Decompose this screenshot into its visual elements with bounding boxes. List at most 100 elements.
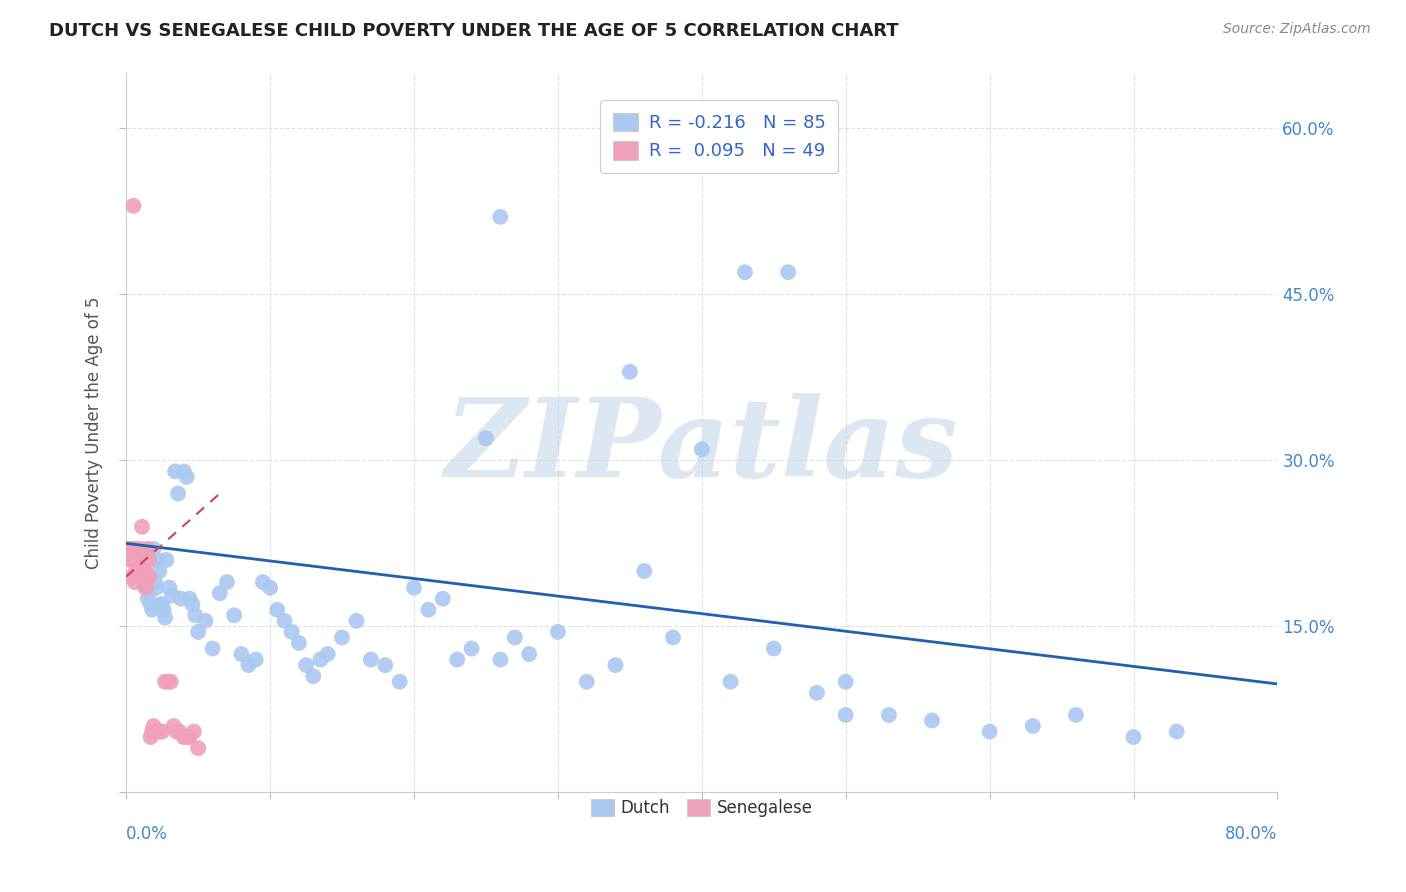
Point bbox=[475, 431, 498, 445]
Point bbox=[1122, 730, 1144, 744]
Point bbox=[547, 624, 569, 639]
Point bbox=[127, 548, 149, 562]
Point bbox=[118, 548, 141, 562]
Point bbox=[806, 686, 828, 700]
Text: 0.0%: 0.0% bbox=[127, 825, 169, 843]
Point bbox=[1064, 707, 1087, 722]
Point bbox=[173, 465, 195, 479]
Point bbox=[489, 652, 512, 666]
Point bbox=[149, 597, 172, 611]
Point bbox=[460, 641, 482, 656]
Point bbox=[134, 564, 156, 578]
Point bbox=[489, 210, 512, 224]
Point bbox=[155, 553, 177, 567]
Point bbox=[201, 641, 224, 656]
Point bbox=[245, 652, 267, 666]
Point bbox=[134, 575, 156, 590]
Point bbox=[138, 569, 160, 583]
Point bbox=[187, 741, 209, 756]
Point bbox=[316, 647, 339, 661]
Point bbox=[117, 541, 139, 556]
Point bbox=[388, 674, 411, 689]
Point bbox=[127, 553, 149, 567]
Point bbox=[238, 658, 260, 673]
Point bbox=[280, 624, 302, 639]
Point bbox=[132, 569, 155, 583]
Point bbox=[374, 658, 396, 673]
Point bbox=[432, 591, 454, 606]
Point bbox=[169, 724, 191, 739]
Point bbox=[720, 674, 742, 689]
Point bbox=[921, 714, 943, 728]
Point bbox=[170, 591, 193, 606]
Point bbox=[150, 724, 173, 739]
Point bbox=[145, 581, 167, 595]
Point bbox=[834, 707, 856, 722]
Point bbox=[148, 724, 170, 739]
Point bbox=[141, 724, 163, 739]
Point bbox=[295, 658, 318, 673]
Point bbox=[252, 575, 274, 590]
Point bbox=[194, 614, 217, 628]
Point bbox=[122, 548, 145, 562]
Legend: R = -0.216   N = 85, R =  0.095   N = 49: R = -0.216 N = 85, R = 0.095 N = 49 bbox=[600, 100, 838, 173]
Point bbox=[762, 641, 785, 656]
Point bbox=[877, 707, 900, 722]
Point bbox=[128, 548, 150, 562]
Point bbox=[187, 624, 209, 639]
Text: Source: ZipAtlas.com: Source: ZipAtlas.com bbox=[1223, 22, 1371, 37]
Point bbox=[125, 564, 148, 578]
Point bbox=[121, 541, 143, 556]
Point bbox=[129, 569, 152, 583]
Point bbox=[163, 719, 186, 733]
Point bbox=[143, 724, 166, 739]
Point bbox=[148, 564, 170, 578]
Point bbox=[605, 658, 627, 673]
Text: 80.0%: 80.0% bbox=[1225, 825, 1278, 843]
Point bbox=[132, 564, 155, 578]
Point bbox=[138, 586, 160, 600]
Point bbox=[309, 652, 332, 666]
Point bbox=[346, 614, 368, 628]
Point bbox=[446, 652, 468, 666]
Point bbox=[503, 631, 526, 645]
Point bbox=[273, 614, 295, 628]
Point bbox=[288, 636, 311, 650]
Text: ZIPatlas: ZIPatlas bbox=[444, 393, 959, 500]
Point bbox=[215, 575, 238, 590]
Point bbox=[224, 608, 246, 623]
Point bbox=[124, 575, 146, 590]
Point bbox=[129, 564, 152, 578]
Point bbox=[302, 669, 325, 683]
Point bbox=[146, 553, 169, 567]
Point bbox=[979, 724, 1001, 739]
Point bbox=[153, 610, 176, 624]
Point bbox=[165, 465, 187, 479]
Point bbox=[1022, 719, 1045, 733]
Point bbox=[131, 520, 153, 534]
Point bbox=[122, 199, 145, 213]
Point bbox=[179, 730, 201, 744]
Point bbox=[231, 647, 253, 661]
Point bbox=[166, 724, 188, 739]
Point bbox=[330, 631, 353, 645]
Point bbox=[184, 608, 207, 623]
Point bbox=[150, 597, 173, 611]
Point bbox=[734, 265, 756, 279]
Point bbox=[167, 486, 190, 500]
Point bbox=[157, 581, 180, 595]
Point bbox=[360, 652, 382, 666]
Point bbox=[122, 541, 145, 556]
Point bbox=[131, 548, 153, 562]
Point bbox=[136, 591, 159, 606]
Point bbox=[517, 647, 540, 661]
Point bbox=[122, 553, 145, 567]
Point bbox=[1166, 724, 1188, 739]
Point bbox=[153, 674, 176, 689]
Text: DUTCH VS SENEGALESE CHILD POVERTY UNDER THE AGE OF 5 CORRELATION CHART: DUTCH VS SENEGALESE CHILD POVERTY UNDER … bbox=[49, 22, 898, 40]
Point bbox=[142, 541, 165, 556]
Point bbox=[139, 597, 162, 611]
Point bbox=[690, 442, 713, 457]
Point bbox=[156, 674, 179, 689]
Point bbox=[125, 541, 148, 556]
